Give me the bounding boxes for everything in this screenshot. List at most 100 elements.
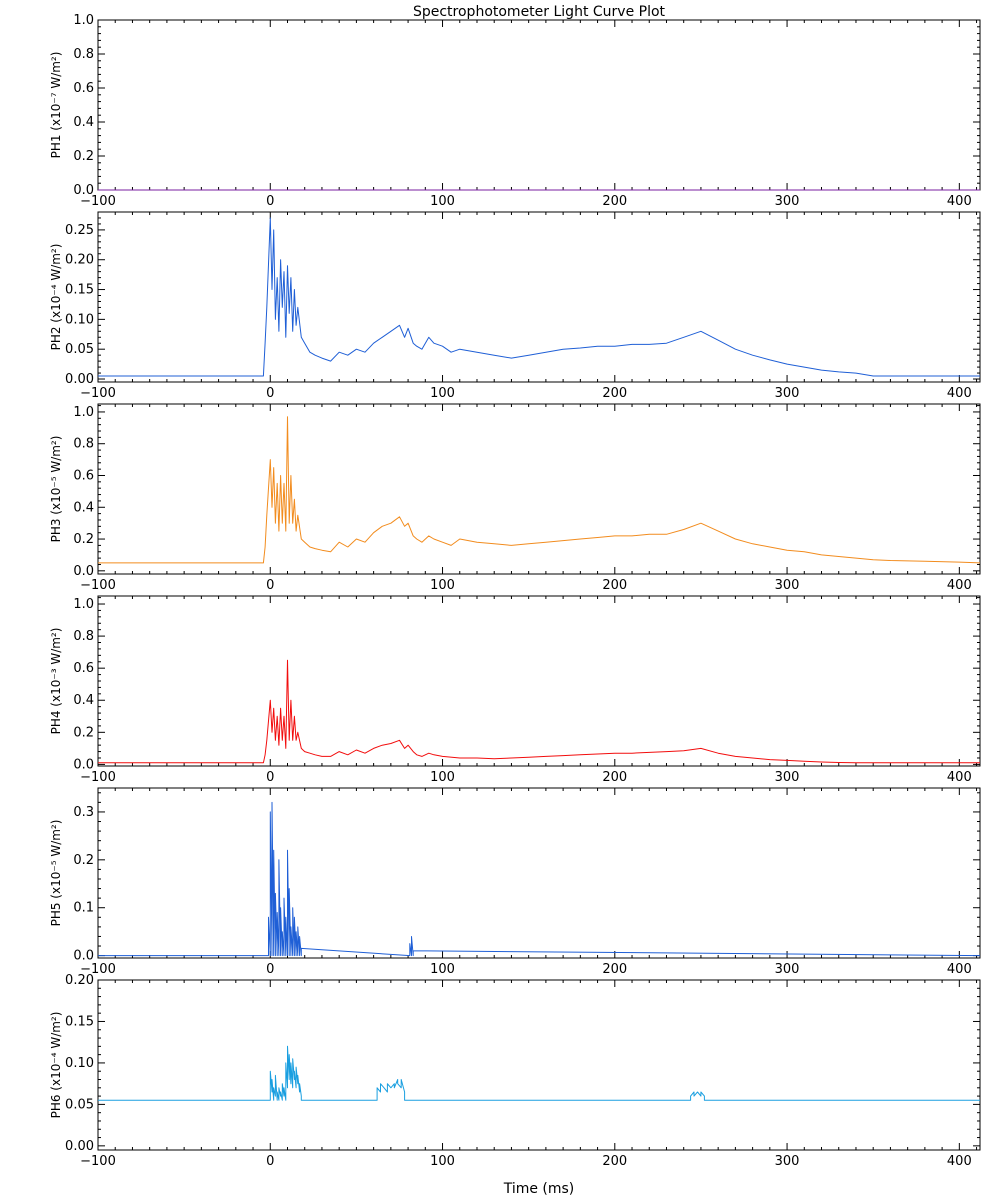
series-ph4	[98, 659, 980, 764]
chart-title: Spectrophotometer Light Curve Plot	[413, 4, 666, 20]
x-tick-label: 0	[266, 578, 274, 593]
x-tick-label: 400	[947, 962, 972, 977]
x-tick-label: 400	[947, 770, 972, 785]
x-tick-label: −100	[80, 194, 116, 209]
y-tick-label: 0.10	[65, 1056, 94, 1071]
y-tick-label: 0.8	[73, 437, 94, 452]
y-tick-label: 0.6	[73, 468, 94, 483]
channel-unit: (x10⁻⁴ W/m²)	[49, 1012, 63, 1091]
channel-unit: (x10⁻⁷ W/m²)	[49, 52, 63, 131]
series-ph2	[98, 217, 980, 377]
channel-unit: (x10⁻³ W/m²)	[49, 628, 63, 707]
y-axis-label: PH4 (x10⁻³ W/m²)	[49, 628, 63, 735]
channel-name: PH3	[49, 515, 63, 543]
y-tick-label: 0.8	[73, 629, 94, 644]
channel-name: PH4	[49, 707, 63, 735]
x-tick-label: 100	[430, 578, 455, 593]
y-tick-label: 0.4	[73, 693, 94, 708]
y-tick-label: 0.2	[73, 725, 94, 740]
series-ph6	[98, 1045, 980, 1101]
y-tick-label: 0.0	[73, 757, 94, 772]
panel-frame	[97, 403, 981, 575]
x-tick-label: 300	[775, 770, 800, 785]
x-tick-label: 0	[266, 194, 274, 209]
series-ph5	[98, 801, 981, 957]
y-tick-label: 1.0	[73, 13, 94, 28]
x-tick-label: 200	[602, 386, 627, 401]
y-tick-label: 0.2	[73, 853, 94, 868]
panel-frame	[97, 979, 981, 1151]
x-tick-label: 300	[775, 578, 800, 593]
x-tick-label: −100	[80, 386, 116, 401]
y-axis-label: PH5 (x10⁻⁵ W/m²)	[49, 820, 63, 927]
y-tick-label: 0.6	[73, 81, 94, 96]
panel-frame	[97, 19, 981, 191]
y-tick-label: 0.8	[73, 47, 94, 62]
x-tick-label: 300	[775, 194, 800, 209]
x-tick-label: 400	[947, 578, 972, 593]
y-tick-label: 0.1	[73, 901, 94, 916]
y-tick-label: 0.10	[65, 312, 94, 327]
panel-frame	[97, 787, 981, 959]
x-tick-label: 100	[430, 770, 455, 785]
y-tick-label: 0.0	[73, 949, 94, 964]
channel-name: PH2	[49, 323, 63, 351]
x-tick-label: 200	[602, 194, 627, 209]
panel-ph2: −100 0 100 200 300 400 0.00 0.05 0.10 0.15 0.20 0.2…	[49, 211, 981, 401]
x-tick-label: 400	[947, 194, 972, 209]
x-tick-label: 0	[266, 386, 274, 401]
x-tick-label: 100	[430, 1154, 455, 1169]
x-tick-label: −100	[80, 770, 116, 785]
x-tick-label: 400	[947, 1154, 972, 1169]
y-tick-label: 0.20	[65, 253, 94, 268]
y-axis-label: PH2 (x10⁻⁴ W/m²)	[49, 244, 63, 351]
x-tick-label: 0	[266, 962, 274, 977]
y-tick-label: 0.05	[65, 1097, 94, 1112]
y-axis-label: PH1 (x10⁻⁷ W/m²)	[49, 52, 63, 159]
x-tick-label: 300	[775, 962, 800, 977]
x-tick-label: 200	[602, 1154, 627, 1169]
x-tick-label: −100	[80, 578, 116, 593]
y-tick-label: 0.20	[65, 973, 94, 988]
y-tick-label: 1.0	[73, 405, 94, 420]
y-axis-label: PH6 (x10⁻⁴ W/m²)	[49, 1012, 63, 1119]
panel-ph4: −100 0 100 200 300 400 0.0 0.2 0.4 0.6 0.8 1.0 PH4 (…	[49, 595, 981, 785]
panel-ph6: −100 0 100 200 300 400 0.00 0.05 0.10 0.15 0.20 PH6…	[49, 973, 981, 1169]
x-tick-label: 300	[775, 386, 800, 401]
y-tick-label: 0.3	[73, 805, 94, 820]
x-tick-label: 100	[430, 386, 455, 401]
channel-unit: (x10⁻⁵ W/m²)	[49, 436, 63, 515]
y-axis-label: PH3 (x10⁻⁵ W/m²)	[49, 436, 63, 543]
y-tick-label: 0.15	[65, 1014, 94, 1029]
panel-ph3: −100 0 100 200 300 400 0.0 0.2 0.4 0.6 0.8 1.0 PH3 (…	[49, 403, 981, 593]
y-tick-label: 0.2	[73, 149, 94, 164]
panel-ph5: −100 0 100 200 300 400 0.0 0.1 0.2 0.3 PH5 (x10⁻⁵ …	[49, 787, 981, 977]
x-tick-label: 200	[602, 962, 627, 977]
panel-frame	[97, 211, 981, 383]
x-tick-label: −100	[80, 962, 116, 977]
x-tick-label: 100	[430, 962, 455, 977]
channel-unit: (x10⁻⁴ W/m²)	[49, 244, 63, 323]
channel-unit: (x10⁻⁵ W/m²)	[49, 820, 63, 899]
panel-ph1: −100 0 100 200 300 400 0.0 0.2 0.4 0.6 0.8 1.0 PH1 (…	[49, 13, 981, 209]
channel-name: PH5	[49, 899, 63, 927]
x-tick-label: 200	[602, 578, 627, 593]
x-tick-label: 0	[266, 770, 274, 785]
x-tick-label: 400	[947, 386, 972, 401]
channel-name: PH6	[49, 1091, 63, 1119]
y-tick-label: 0.15	[65, 283, 94, 298]
y-tick-label: 0.4	[73, 115, 94, 130]
y-tick-label: 0.0	[73, 183, 94, 198]
y-tick-label: 0.2	[73, 532, 94, 547]
x-tick-label: 100	[430, 194, 455, 209]
y-tick-label: 0.4	[73, 500, 94, 515]
y-tick-label: 0.00	[65, 372, 94, 387]
x-tick-label: −100	[80, 1154, 116, 1169]
series-ph3	[98, 416, 981, 564]
x-tick-label: 300	[775, 1154, 800, 1169]
y-tick-label: 0.25	[65, 223, 94, 238]
y-tick-label: 0.0	[73, 564, 94, 579]
x-tick-label: 0	[266, 1154, 274, 1169]
panel-frame	[97, 595, 981, 767]
